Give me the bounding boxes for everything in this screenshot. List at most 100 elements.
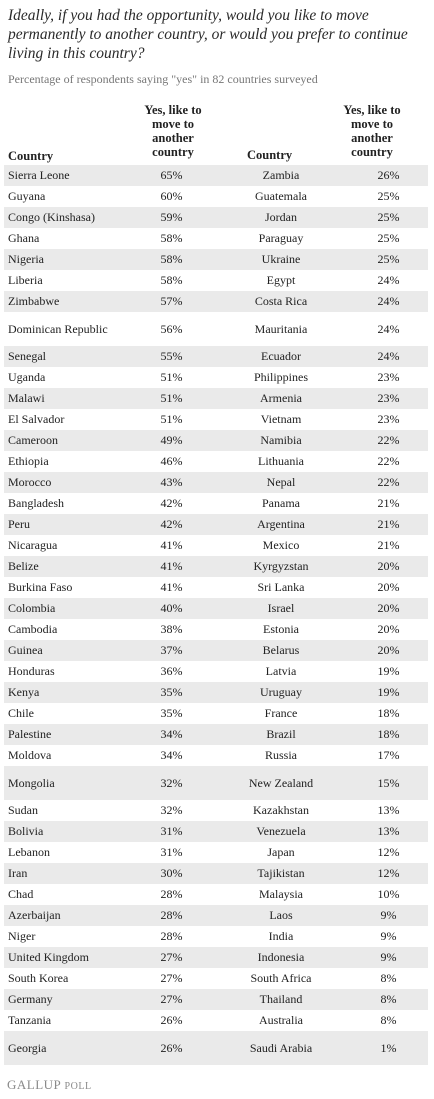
pct-right-cell: 1% bbox=[380, 1040, 397, 1055]
pct-right-cell: 9% bbox=[380, 908, 397, 922]
country-right-cell: Kazakhstan bbox=[253, 803, 309, 817]
country-left-cell: Colombia bbox=[8, 601, 56, 615]
table-row: South Korea 27% South Africa 8% bbox=[4, 968, 428, 989]
country-left-cell: Liberia bbox=[8, 273, 43, 287]
pct-left-cell: 41% bbox=[160, 538, 183, 552]
country-right-cell: Guatemala bbox=[255, 189, 307, 203]
table-row: Uganda 51% Philippines 23% bbox=[4, 367, 428, 388]
pct-left-cell: 42% bbox=[160, 517, 183, 531]
pct-right-cell: 24% bbox=[377, 294, 400, 308]
country-right-cell: Ecuador bbox=[261, 349, 301, 363]
country-left-cell: Congo (Kinshasa) bbox=[8, 210, 95, 224]
column-header-pct-right: Yes, like to move to another country bbox=[343, 103, 401, 159]
country-right-cell: Philippines bbox=[253, 370, 308, 384]
country-right-cell: Israel bbox=[267, 601, 295, 615]
country-right-cell: Latvia bbox=[265, 664, 297, 678]
pct-left-cell: 58% bbox=[160, 252, 183, 266]
pct-left-cell: 32% bbox=[160, 803, 183, 817]
pct-left-cell: 51% bbox=[160, 370, 183, 384]
pct-right-cell: 22% bbox=[377, 475, 400, 489]
country-left-cell: Sudan bbox=[8, 803, 38, 817]
table-row: Chile 35% France 18% bbox=[4, 703, 428, 724]
column-header-pct-left: Yes, like to move to another country bbox=[144, 103, 202, 159]
country-right-cell: France bbox=[264, 706, 298, 720]
pct-right-cell: 15% bbox=[377, 775, 400, 790]
pct-left-cell: 41% bbox=[160, 580, 183, 594]
table-row: El Salvador 51% Vietnam 23% bbox=[4, 409, 428, 430]
country-right-cell: Namibia bbox=[260, 433, 302, 447]
country-left-cell: Palestine bbox=[8, 727, 52, 741]
pct-left-cell: 51% bbox=[160, 412, 183, 426]
table-row: Ethiopia 46% Lithuania 22% bbox=[4, 451, 428, 472]
country-right-cell: Mexico bbox=[262, 538, 300, 552]
table-row: Mongolia 32% New Zealand 15% bbox=[4, 766, 428, 800]
pct-right-cell: 24% bbox=[377, 349, 400, 363]
country-right-cell: Argentina bbox=[257, 517, 305, 531]
pct-right-cell: 20% bbox=[377, 622, 400, 636]
subtitle: Percentage of respondents saying "yes" i… bbox=[8, 72, 318, 86]
pct-right-cell: 18% bbox=[377, 706, 400, 720]
pct-left-cell: 46% bbox=[160, 454, 183, 468]
country-right-cell: Thailand bbox=[259, 992, 303, 1006]
country-left-cell: Sierra Leone bbox=[8, 168, 70, 182]
country-left-cell: Tanzania bbox=[8, 1013, 52, 1027]
country-right-cell: Brazil bbox=[266, 727, 296, 741]
pct-left-cell: 51% bbox=[160, 391, 183, 405]
country-right-cell: Panama bbox=[262, 496, 300, 510]
country-right-cell: Belarus bbox=[262, 643, 300, 657]
country-left-cell: Ethiopia bbox=[8, 454, 49, 468]
pct-right-cell: 9% bbox=[380, 950, 397, 964]
country-right-cell: Armenia bbox=[260, 391, 302, 405]
country-right-cell: Japan bbox=[267, 845, 295, 859]
country-left-cell: Moldova bbox=[8, 748, 52, 762]
pct-left-cell: 38% bbox=[160, 622, 183, 636]
column-header-country-left: Country bbox=[8, 149, 54, 163]
table-row: Niger 28% India 9% bbox=[4, 926, 428, 947]
pct-left-cell: 41% bbox=[160, 559, 183, 573]
table-row: Palestine 34% Brazil 18% bbox=[4, 724, 428, 745]
table-row: Iran 30% Tajikistan 12% bbox=[4, 863, 428, 884]
pct-right-cell: 12% bbox=[377, 866, 400, 880]
pct-left-cell: 34% bbox=[160, 748, 183, 762]
table-row: Chad 28% Malaysia 10% bbox=[4, 884, 428, 905]
country-left-cell: Mongolia bbox=[8, 775, 55, 790]
pct-left-cell: 40% bbox=[160, 601, 183, 615]
pct-left-cell: 49% bbox=[160, 433, 183, 447]
pct-left-cell: 58% bbox=[160, 231, 183, 245]
country-left-cell: Chad bbox=[8, 887, 34, 901]
country-left-cell: Guinea bbox=[8, 643, 43, 657]
pct-right-cell: 9% bbox=[380, 929, 397, 943]
pct-left-cell: 57% bbox=[160, 294, 183, 308]
table-row: Kenya 35% Uruguay 19% bbox=[4, 682, 428, 703]
pct-right-cell: 20% bbox=[377, 580, 400, 594]
country-left-cell: Belize bbox=[8, 559, 39, 573]
country-left-cell: Georgia bbox=[8, 1040, 47, 1055]
table-row: United Kingdom 27% Indonesia 9% bbox=[4, 947, 428, 968]
pct-right-cell: 25% bbox=[377, 210, 400, 224]
pct-left-cell: 27% bbox=[160, 950, 183, 964]
country-left-cell: Cameroon bbox=[8, 433, 58, 447]
pct-left-cell: 28% bbox=[160, 929, 183, 943]
pct-left-cell: 60% bbox=[160, 189, 183, 203]
pct-right-cell: 20% bbox=[377, 559, 400, 573]
country-right-cell: Ukraine bbox=[261, 252, 301, 266]
country-right-cell: Tajikistan bbox=[257, 866, 305, 880]
pct-left-cell: 65% bbox=[160, 168, 183, 182]
country-left-cell: Cambodia bbox=[8, 622, 58, 636]
pct-right-cell: 22% bbox=[377, 454, 400, 468]
table-row: Moldova 34% Russia 17% bbox=[4, 745, 428, 766]
table-row: Georgia 26% Saudi Arabia 1% bbox=[4, 1031, 428, 1065]
table-row: Liberia 58% Egypt 24% bbox=[4, 270, 428, 291]
pct-left-cell: 27% bbox=[160, 971, 183, 985]
pct-left-cell: 56% bbox=[160, 321, 183, 336]
table-row: Belize 41% Kyrgyzstan 20% bbox=[4, 556, 428, 577]
table-row: Colombia 40% Israel 20% bbox=[4, 598, 428, 619]
pct-right-cell: 24% bbox=[377, 321, 400, 336]
country-left-cell: South Korea bbox=[8, 971, 69, 985]
pct-right-cell: 8% bbox=[380, 1013, 397, 1027]
pct-left-cell: 30% bbox=[160, 866, 183, 880]
country-right-cell: Saudi Arabia bbox=[249, 1040, 313, 1055]
pct-left-cell: 27% bbox=[160, 992, 183, 1006]
pct-right-cell: 25% bbox=[377, 252, 400, 266]
country-right-cell: Laos bbox=[269, 908, 293, 922]
